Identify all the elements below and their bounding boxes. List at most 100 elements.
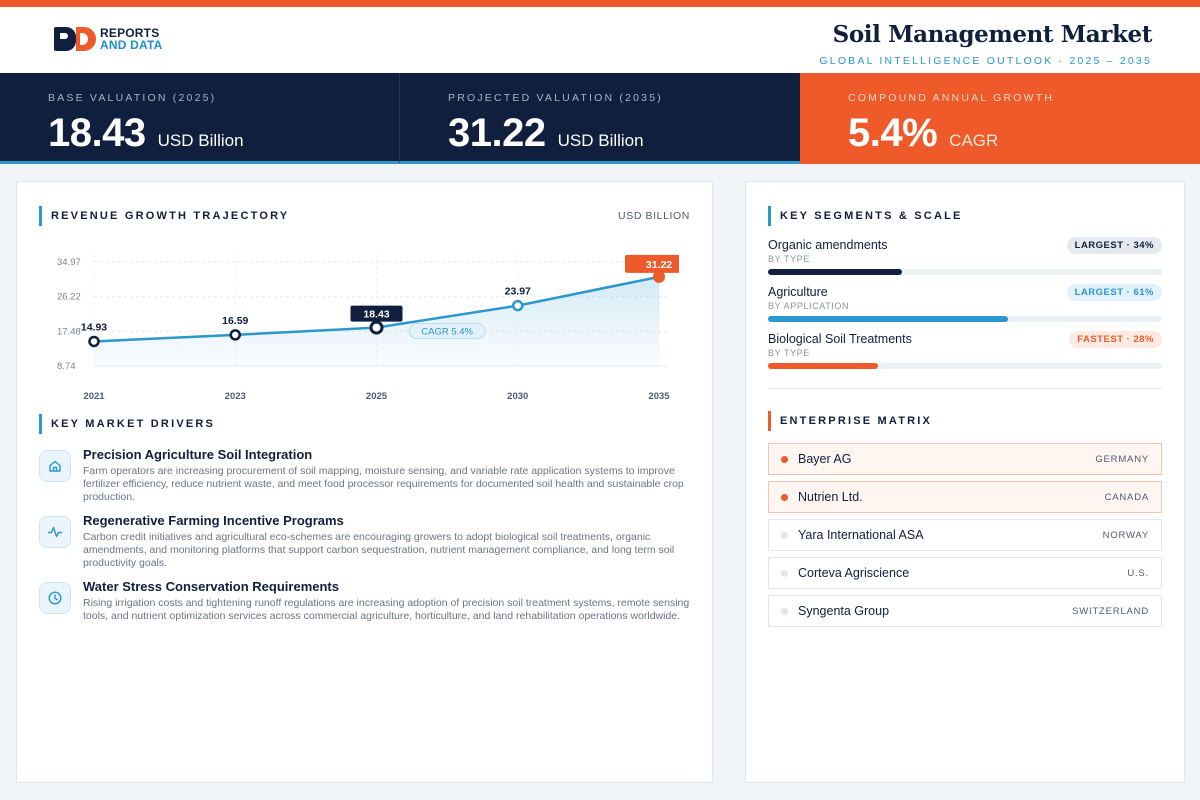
revenue-section-title: REVENUE GROWTH TRAJECTORY — [39, 206, 289, 226]
x-tick-label: 2023 — [225, 391, 246, 402]
company-dot — [781, 532, 788, 539]
segment-type: BY TYPE — [768, 348, 810, 358]
data-label: 16.59 — [222, 315, 248, 327]
segment-name: Organic amendments — [768, 238, 888, 252]
company-country: GERMANY — [1095, 454, 1149, 465]
company-name: Corteva Agriscience — [798, 566, 910, 580]
driver-item: Water Stress Conservation Requirements R… — [39, 579, 695, 645]
revenue-unit-label: USD BILLION — [618, 210, 690, 222]
company-country: SWITZERLAND — [1072, 606, 1149, 617]
data-label: 31.22 — [646, 259, 672, 271]
brand-logo-icon — [54, 27, 98, 51]
company-name: Yara International ASA — [798, 528, 924, 542]
company-dot — [781, 570, 788, 577]
segments-card: KEY SEGMENTS & SCALE Organic amendments … — [745, 181, 1185, 783]
y-tick-label: 8.74 — [57, 361, 76, 372]
drivers-list: Precision Agriculture Soil Integration F… — [39, 447, 695, 645]
kpi-base-valuation: BASE VALUATION (2025) 18.43 USD Billion — [0, 73, 400, 164]
data-label: 23.97 — [505, 286, 531, 298]
company-dot — [781, 494, 788, 501]
data-point[interactable] — [369, 320, 384, 335]
data-point[interactable] — [653, 270, 665, 283]
value-label-box — [350, 305, 403, 322]
driver-text: Rising irrigation costs and tightening r… — [83, 597, 690, 622]
y-tick-label: 26.22 — [57, 292, 81, 303]
segment-badge: LARGEST · 34% — [1066, 237, 1162, 254]
kpi-value: 18.43 — [48, 111, 146, 155]
page-title: Soil Management Market — [832, 21, 1153, 48]
kpi-unit: CAGR — [949, 131, 999, 150]
section-divider — [768, 388, 1162, 389]
header: REPORTS AND DATA Soil Management Market … — [0, 7, 1200, 73]
company-dot — [781, 608, 788, 615]
segment-type: BY APPLICATION — [768, 301, 850, 311]
company-row[interactable]: Yara International ASA NORWAY — [768, 519, 1162, 551]
company-name: Bayer AG — [798, 452, 852, 466]
kpi-projected-valuation: PROJECTED VALUATION (2035) 31.22 USD Bil… — [400, 73, 800, 164]
data-label: 14.93 — [81, 321, 107, 333]
drivers-section-title: KEY MARKET DRIVERS — [39, 414, 215, 434]
company-country: NORWAY — [1102, 530, 1149, 541]
kpi-strip: BASE VALUATION (2025) 18.43 USD Billion … — [0, 73, 1200, 164]
value-label-box — [625, 254, 679, 273]
y-tick-label: 17.48 — [57, 326, 81, 337]
enterprise-matrix: Bayer AG GERMANY Nutrien Ltd. CANADA Yar… — [768, 443, 1162, 633]
data-label: 18.43 — [363, 309, 389, 321]
driver-item: Regenerative Farming Incentive Programs … — [39, 513, 695, 579]
segment-share-fill — [768, 269, 902, 275]
company-row[interactable]: Nutrien Ltd. CANADA — [768, 481, 1162, 513]
driver-title: Precision Agriculture Soil Integration — [83, 447, 313, 462]
x-tick-label: 2021 — [83, 391, 105, 402]
kpi-label: PROJECTED VALUATION (2035) — [448, 92, 663, 104]
driver-title: Regenerative Farming Incentive Programs — [83, 513, 344, 528]
revenue-card: REVENUE GROWTH TRAJECTORY USD BILLION 8.… — [16, 181, 713, 783]
segment-badge: FASTEST · 28% — [1069, 331, 1162, 348]
driver-text: Carbon credit initiatives and agricultur… — [83, 531, 675, 569]
kpi-label: COMPOUND ANNUAL GROWTH — [848, 92, 1055, 104]
clock-icon — [39, 582, 71, 614]
segment-share-track — [768, 363, 1162, 369]
company-dot — [781, 456, 788, 463]
segments-section-title: KEY SEGMENTS & SCALE — [768, 206, 963, 226]
matrix-section-title: ENTERPRISE MATRIX — [768, 411, 932, 431]
x-tick-label: 2035 — [648, 391, 670, 402]
segment-share-track — [768, 269, 1162, 275]
revenue-chart: 8.74 17.48 26.22 34.97 2021 14.93 2023 16.59 20… — [57, 254, 679, 402]
home-icon — [39, 450, 71, 482]
data-point[interactable] — [229, 329, 241, 341]
brand-name-line1: REPORTS — [100, 26, 160, 40]
cagr-pill — [408, 323, 486, 340]
company-row[interactable]: Syngenta Group SWITZERLAND — [768, 595, 1162, 627]
company-name: Syngenta Group — [798, 604, 890, 618]
page-subtitle: GLOBAL INTELLIGENCE OUTLOOK · 2025 – 203… — [819, 55, 1152, 67]
revenue-area — [94, 276, 659, 366]
segments-list: Organic amendments BY TYPE LARGEST · 34%… — [768, 237, 1162, 379]
company-row[interactable]: Corteva Agriscience U.S. — [768, 557, 1162, 589]
brand-logo[interactable]: REPORTS AND DATA — [54, 27, 162, 51]
activity-icon — [39, 516, 71, 548]
driver-title: Water Stress Conservation Requirements — [83, 579, 339, 594]
cagr-pill-label: CAGR 5.4% — [421, 327, 473, 338]
segment-item: Biological Soil Treatments BY TYPE FASTE… — [768, 331, 1162, 379]
segment-name: Biological Soil Treatments — [768, 332, 912, 346]
kpi-label: BASE VALUATION (2025) — [48, 92, 217, 104]
kpi-unit: USD Billion — [157, 131, 244, 150]
segment-share-track — [768, 316, 1162, 322]
kpi-value: 31.22 — [448, 111, 546, 155]
data-point[interactable] — [88, 335, 100, 348]
segment-item: Organic amendments BY TYPE LARGEST · 34% — [768, 237, 1162, 285]
y-tick-label: 34.97 — [57, 257, 81, 268]
driver-text: Farm operators are increasing procuremen… — [83, 465, 684, 503]
company-country: U.S. — [1127, 568, 1149, 579]
company-name: Nutrien Ltd. — [798, 490, 863, 504]
kpi-cagr: COMPOUND ANNUAL GROWTH 5.4% CAGR — [800, 73, 1200, 164]
company-country: CANADA — [1104, 492, 1149, 503]
driver-item: Precision Agriculture Soil Integration F… — [39, 447, 695, 513]
brand-name-line2: AND DATA — [100, 38, 163, 52]
company-row[interactable]: Bayer AG GERMANY — [768, 443, 1162, 475]
kpi-unit: USD Billion — [557, 131, 644, 150]
data-point[interactable] — [512, 299, 524, 312]
top-accent-bar — [0, 0, 1200, 7]
segment-type: BY TYPE — [768, 254, 810, 264]
segment-badge: LARGEST · 61% — [1066, 284, 1162, 301]
